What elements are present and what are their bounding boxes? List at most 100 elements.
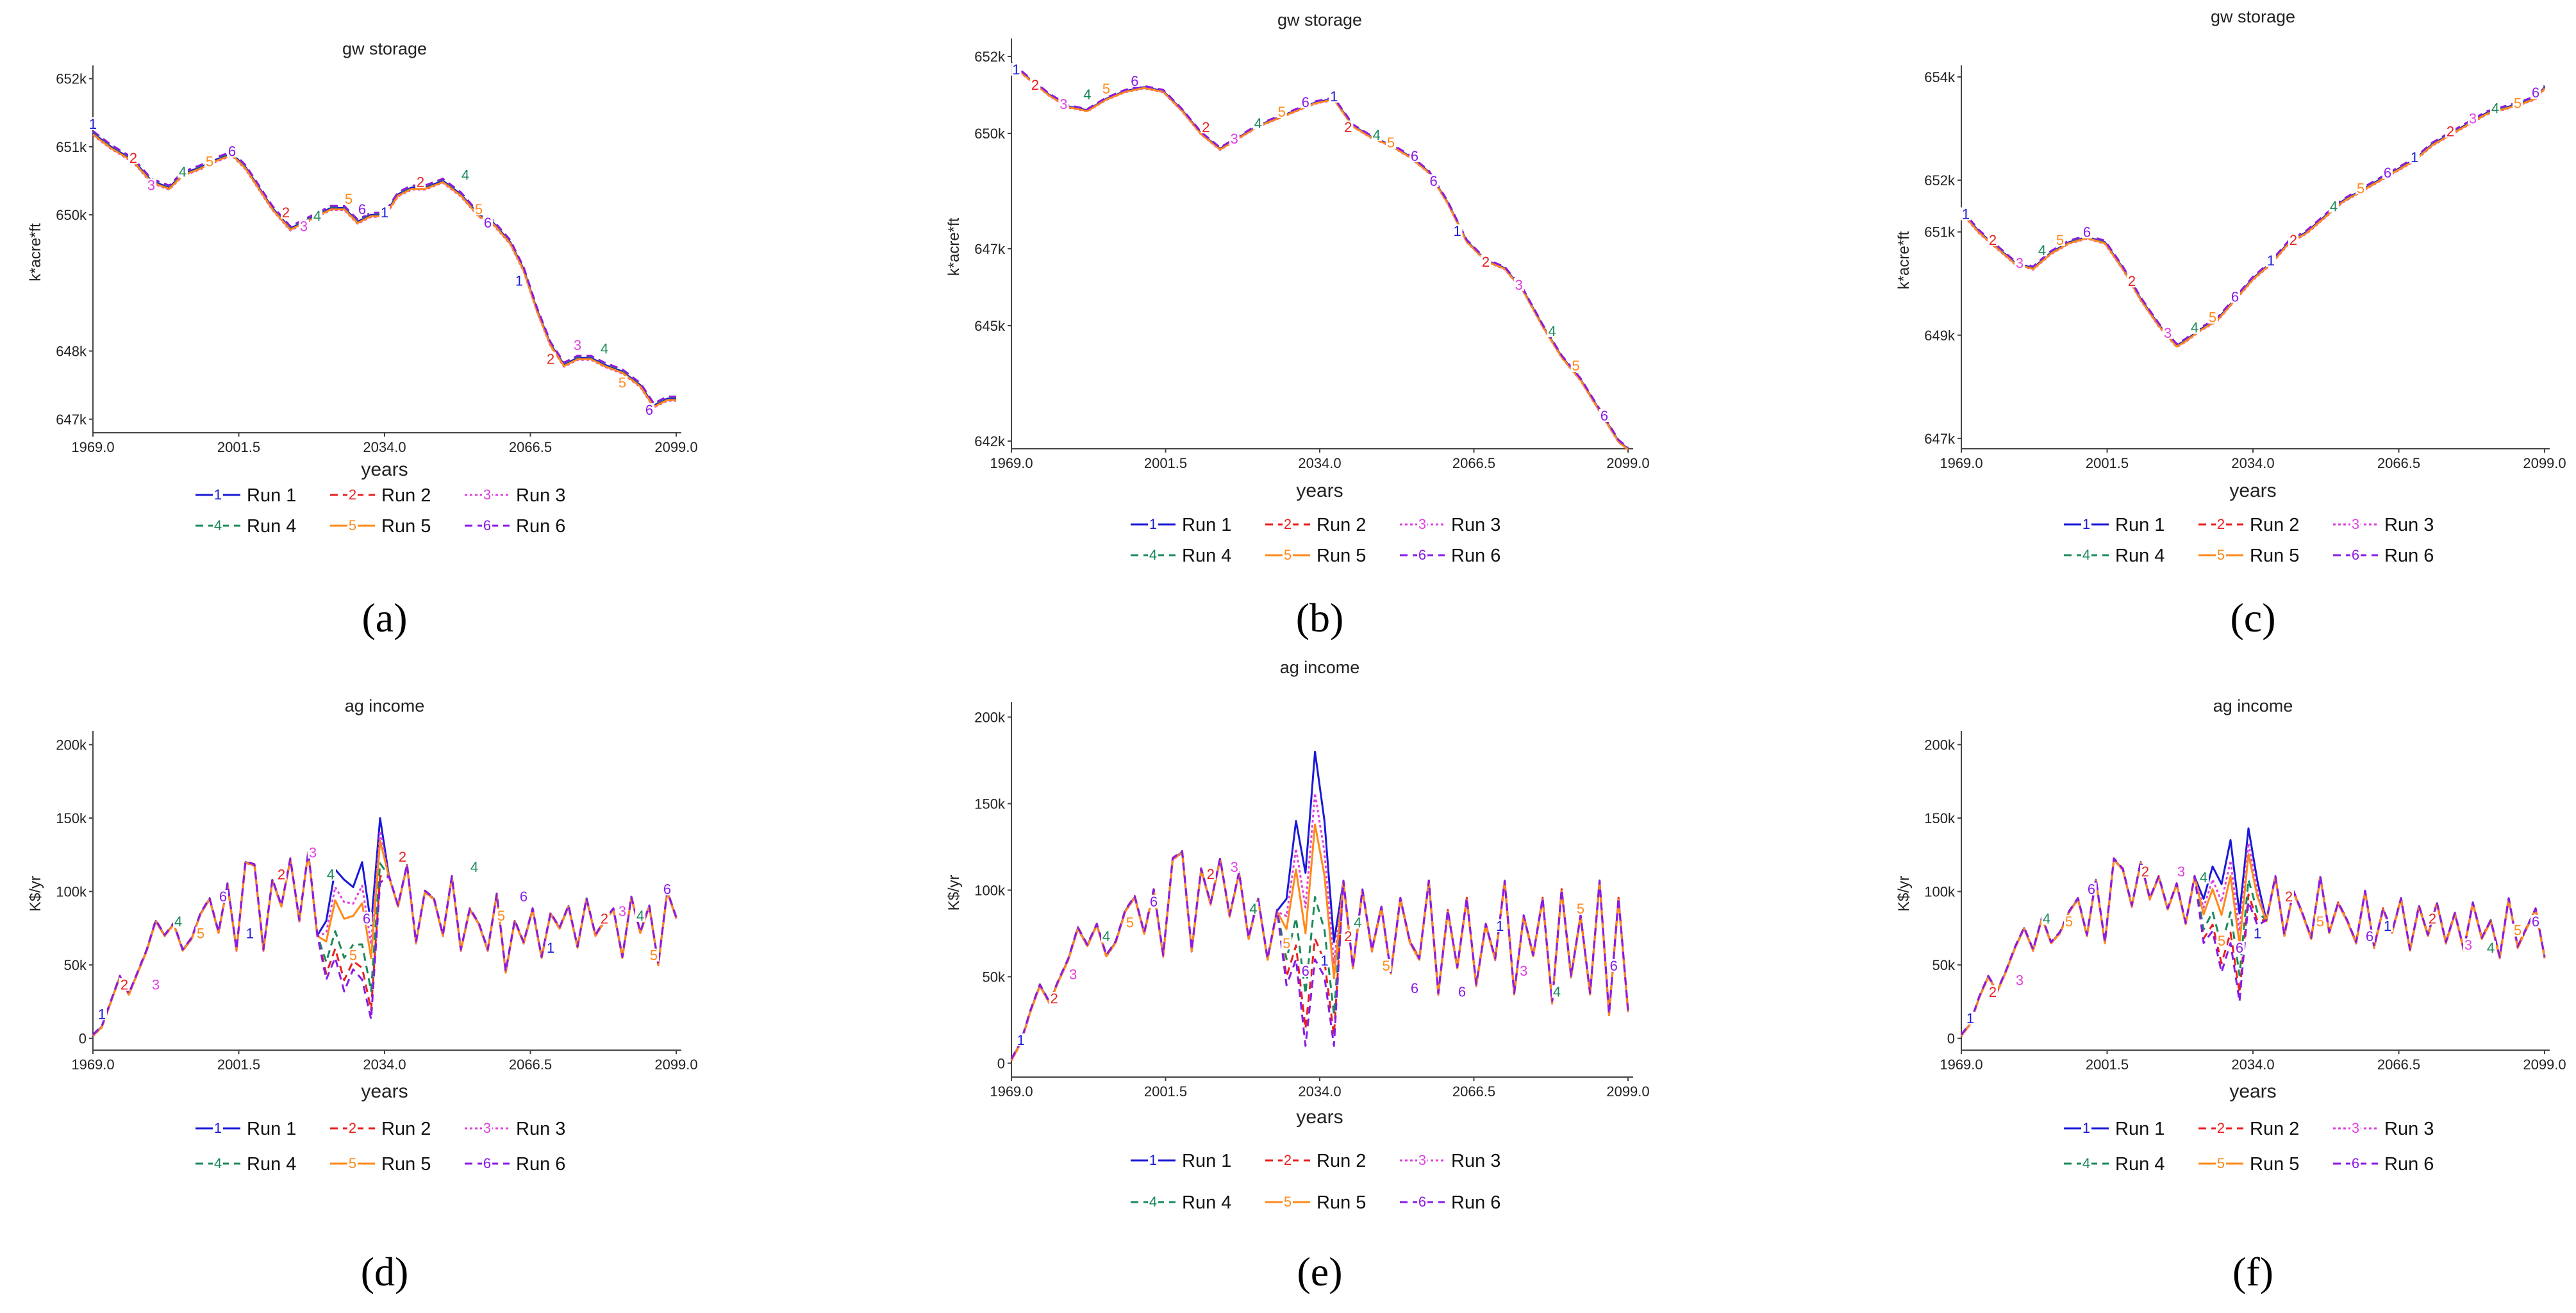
panel-caption: (f): [2232, 1249, 2273, 1294]
series-marker-bg: [146, 178, 156, 192]
legend-marker-label: 6: [1418, 547, 1426, 563]
series-marker-label: 3: [1069, 966, 1077, 982]
series-line-run-6: [1960, 857, 2546, 1035]
y-tick-label: 200k: [1924, 737, 1956, 753]
series-marker-bg: [173, 914, 183, 928]
series-marker-bg: [2288, 233, 2298, 246]
x-tick-label: 1969.0: [1940, 1057, 1982, 1073]
chart-panel-f: ag income 0 50k 100k 150k 200k 1969.0 2001.5 203…: [1895, 696, 2566, 1294]
series-marker-bg: [1381, 958, 1392, 972]
series-marker-label: 6: [663, 882, 671, 898]
legend-entry-run-4: 4 Run 4: [195, 516, 296, 537]
legend-marker-bg: [2216, 546, 2226, 560]
legend-marker-bg: [1417, 546, 1427, 560]
series-marker-label: 5: [1387, 135, 1395, 151]
y-tick-label: 649k: [1924, 328, 1956, 344]
series-marker-bg: [312, 209, 322, 222]
legend-entry-run-4: 4 Run 4: [1131, 1192, 1231, 1213]
y-tick-label: 652k: [56, 71, 87, 87]
series-marker-label: 4: [601, 341, 608, 357]
series-marker-label: 4: [327, 867, 335, 883]
legend-entry-run-6: 6 Run 6: [465, 1154, 565, 1175]
series-marker-label: 4: [1254, 115, 1262, 131]
series-marker-label: 4: [636, 908, 644, 924]
legend-label: Run 1: [2115, 1119, 2165, 1139]
legend-marker-label: 1: [214, 1120, 222, 1136]
series-marker-bg: [1329, 90, 1340, 103]
series-marker-label: 5: [497, 908, 505, 924]
legend-marker-bg: [1148, 1151, 1158, 1166]
series-marker-bg: [2329, 199, 2339, 213]
series-marker-bg: [1428, 174, 1439, 187]
series-marker-label: 2: [601, 910, 608, 926]
legend-marker-label: 4: [2082, 547, 2090, 563]
series-marker-label: 2: [1989, 232, 1997, 248]
series-marker-bg: [2015, 973, 2025, 987]
series-line-run-6: [92, 850, 677, 1035]
series-marker-bg: [1452, 224, 1463, 237]
y-tick-label: 651k: [56, 139, 87, 155]
x-tick-label: 2001.5: [217, 1057, 260, 1073]
series-marker-bg: [227, 144, 237, 158]
series-marker-label: 6: [2083, 224, 2091, 240]
series-marker-bg: [1371, 128, 1382, 141]
series-marker-bg: [204, 155, 215, 168]
legend-marker-bg: [1148, 546, 1158, 560]
legend-entry-run-1: 1 Run 1: [2064, 515, 2165, 535]
series-marker-bg: [195, 926, 206, 940]
series-marker-label: 6: [1429, 173, 1437, 189]
series-marker-bg: [2513, 96, 2523, 110]
series-marker-label: 5: [2357, 180, 2364, 196]
legend-label: Run 5: [1317, 1192, 1366, 1213]
series-marker-label: 2: [547, 351, 554, 367]
legend-marker-bg: [1148, 1193, 1158, 1207]
x-tick-label: 2001.5: [217, 439, 260, 455]
legend-entry-run-6: 6 Run 6: [2333, 1154, 2434, 1175]
legend-entry-run-6: 6 Run 6: [1400, 546, 1500, 566]
y-axis-label: K$/yr: [27, 876, 44, 912]
y-tick-label: 150k: [1924, 810, 1956, 826]
legend-marker-label: 5: [2217, 547, 2225, 563]
series-marker-bg: [2198, 871, 2209, 884]
series-marker-label: 2: [129, 150, 137, 166]
x-tick-label: 2099.0: [2523, 455, 2566, 471]
legend-marker-bg: [347, 1155, 358, 1169]
series-marker-label: 5: [1102, 81, 1110, 97]
series-marker-label: 1: [246, 925, 254, 941]
y-tick-label: 200k: [56, 737, 87, 753]
series-marker-label: 5: [206, 153, 213, 169]
series-marker-bg: [276, 867, 287, 881]
legend-marker-label: 1: [1149, 516, 1157, 532]
series-marker-label: 6: [520, 889, 528, 905]
series-marker-bg: [1608, 958, 1619, 972]
series-marker-bg: [617, 904, 627, 917]
legend-entry-run-2: 2 Run 2: [1265, 515, 1366, 535]
series-marker-bg: [599, 342, 610, 355]
y-tick-label: 100k: [974, 882, 1006, 898]
y-tick-label: 0: [1947, 1031, 1955, 1047]
series-marker-bg: [1343, 121, 1354, 133]
legend-marker-bg: [213, 517, 223, 531]
x-tick-label: 2001.5: [1144, 1083, 1187, 1100]
series-marker-bg: [483, 216, 493, 230]
legend-marker-bg: [1283, 1193, 1293, 1207]
x-tick-label: 2099.0: [654, 439, 697, 455]
series-marker-bg: [1386, 136, 1396, 149]
series-marker-bg: [2015, 256, 2025, 270]
x-tick-label: 2034.0: [1298, 455, 1341, 471]
series-marker-label: 2: [120, 976, 128, 992]
series-marker-bg: [545, 352, 556, 365]
series-marker-bg: [2427, 912, 2438, 925]
series-marker-label: 1: [2267, 253, 2275, 269]
y-tick-label: 650k: [56, 207, 87, 223]
series-marker-label: 2: [1031, 77, 1039, 93]
series-marker-label: 6: [1150, 894, 1158, 910]
series-marker-bg: [151, 978, 161, 991]
series-marker-label: 5: [1283, 935, 1290, 951]
series-marker-bg: [1965, 1012, 1975, 1025]
series-marker-bg: [1599, 409, 1609, 422]
series-marker-bg: [2055, 233, 2065, 246]
series-marker-bg: [2530, 86, 2541, 99]
series-marker-bg: [1352, 916, 1363, 929]
legend-marker-label: 3: [483, 1120, 491, 1136]
